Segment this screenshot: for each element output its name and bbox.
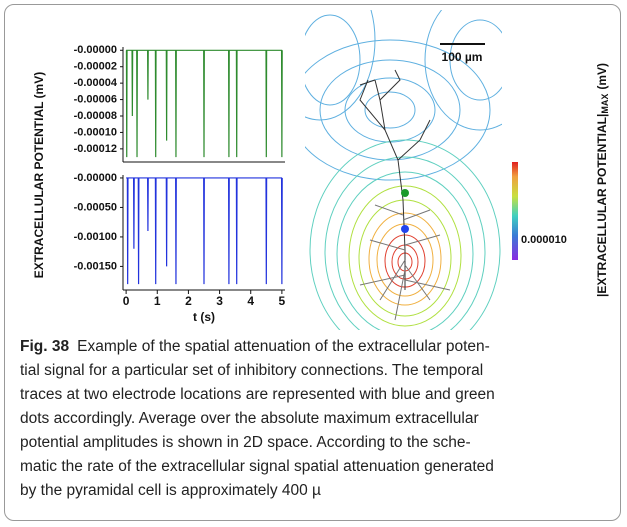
caption-line: dots accordingly. Average over the absol… [20,407,620,431]
x-tick-label: 3 [216,294,223,308]
caption-text: tial signal for a particular set of inhi… [20,362,484,379]
colorbar-label-unit: (mV) [595,63,609,90]
y-tick-label: -0.00010 [74,126,117,138]
caption-label: Fig. 38 [20,338,70,355]
caption-text: by the pyramidal cell is approximately 4… [20,482,321,499]
x-tick-label: 2 [185,294,192,308]
scale-label: 100 µm [442,50,483,64]
trace [125,49,283,158]
caption-text: traces at two electrode locations are re… [20,386,495,403]
y-tick-label: -0.00008 [74,110,117,122]
trace [126,177,283,285]
figure: 100 µm 0.000010 |EXTRACELLULAR POTENTIAL… [32,10,610,330]
caption-line: tial signal for a particular set of inhi… [20,359,620,383]
y-tick-label: -0.00150 [74,260,117,272]
caption-text: matic the rate of the extracellular sign… [20,458,494,475]
x-tick-label: 1 [154,294,161,308]
caption-line: matic the rate of the extracellular sign… [20,455,620,479]
y-tick-label: -0.00004 [74,77,118,89]
blue-electrode [401,225,409,233]
colorbar-label: |EXTRACELLULAR POTENTIAL|MAX (mV) [595,63,610,297]
colorbar-label-sub: MAX [600,94,610,114]
colorbar-label-main: |EXTRACELLULAR POTENTIAL| [595,114,609,297]
y-tick-label: -0.00000 [74,44,117,56]
y-tick-label: -0.00012 [74,143,117,155]
figure-frame [4,4,621,521]
caption-text: potential amplitudes is shown in 2D spac… [20,434,471,451]
y-tick-label: -0.00100 [74,231,117,243]
y-tick-label: -0.00000 [74,172,117,184]
caption-line: potential amplitudes is shown in 2D spac… [20,431,620,455]
x-tick-label: 0 [123,294,130,308]
caption: Fig. 38 Example of the spatial attenuatio… [20,335,620,503]
colorbar-tick: 0.000010 [521,234,567,246]
caption-line: traces at two electrode locations are re… [20,383,620,407]
x-axis-label: t (s) [193,310,215,324]
green-electrode [401,189,409,197]
y-tick-label: -0.00050 [74,201,117,213]
caption-text: dots accordingly. Average over the absol… [20,410,479,427]
neuron [359,69,451,321]
colorbar [512,162,518,260]
caption-line: Fig. 38 Example of the spatial attenuatio… [20,335,620,359]
x-tick-label: 4 [247,294,254,308]
caption-line: by the pyramidal cell is approximately 4… [20,479,620,503]
y-axis-label: EXTRACELLULAR POTENTIAL (mV) [32,72,46,278]
caption-text: Example of the spatial attenuation of th… [77,338,490,355]
y-tick-label: -0.00002 [74,61,117,73]
x-tick-label: 5 [279,294,286,308]
y-tick-label: -0.00006 [74,93,117,105]
contour-map [305,10,502,330]
